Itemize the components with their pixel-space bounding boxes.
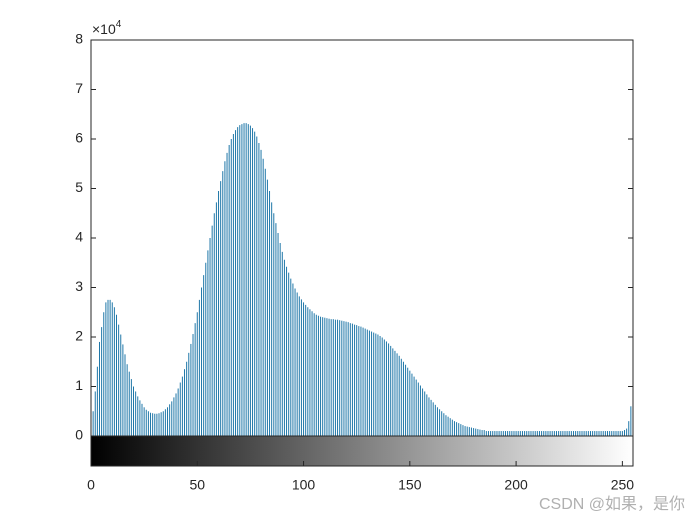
y-tick-label: 0 — [75, 427, 83, 443]
watermark: CSDN @如果，是你 — [539, 495, 685, 513]
y-tick-label: 5 — [75, 179, 83, 195]
y-tick-label: 8 — [75, 31, 83, 47]
y-tick-label: 4 — [75, 229, 83, 245]
y-tick-label: 6 — [75, 130, 83, 146]
exponent-power: 4 — [116, 19, 122, 30]
plot-area: 0 1 2 3 4 5 6 7 8 0 50 100 150 200 250 — [75, 31, 634, 493]
x-tick-label: 200 — [504, 477, 528, 493]
x-tick-label: 150 — [398, 477, 422, 493]
x-tick-label: 0 — [87, 477, 95, 493]
y-tick-label: 1 — [75, 377, 83, 393]
y-tick-label: 3 — [75, 278, 83, 294]
y-exponent: ×104 — [92, 19, 122, 37]
axes-box — [90, 39, 634, 437]
exponent-base: ×10 — [92, 21, 116, 37]
x-tick-label: 50 — [189, 477, 205, 493]
x-tick-label: 100 — [292, 477, 316, 493]
colorbar — [90, 435, 634, 467]
y-tick-label: 7 — [75, 80, 83, 96]
x-tick-label: 250 — [611, 477, 635, 493]
y-tick-label: 2 — [75, 328, 83, 344]
